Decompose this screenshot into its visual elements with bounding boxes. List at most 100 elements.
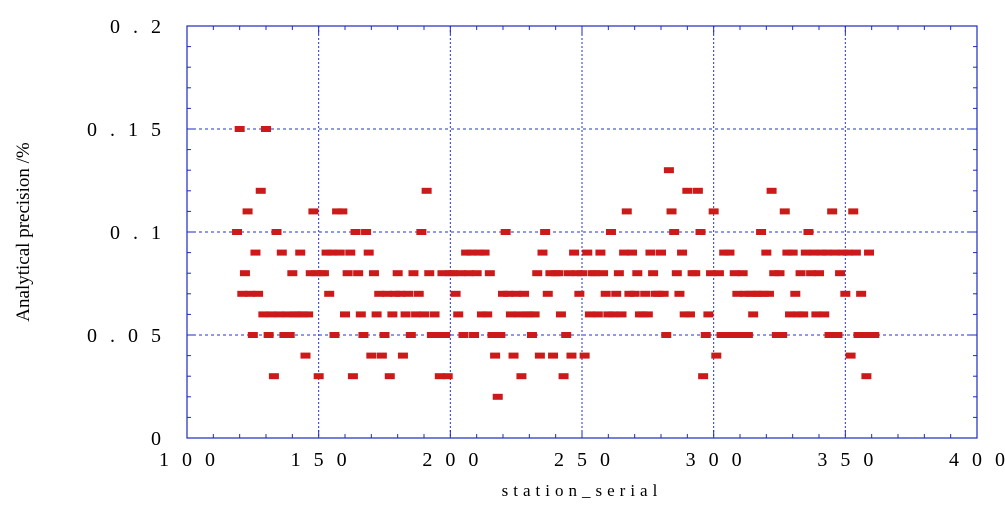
data-point xyxy=(450,290,461,297)
data-point xyxy=(729,270,740,277)
data-point xyxy=(621,208,632,215)
data-point xyxy=(524,311,535,318)
data-point xyxy=(563,270,574,277)
data-point xyxy=(858,332,869,338)
data-point xyxy=(763,290,774,297)
data-point xyxy=(508,352,519,359)
data-point xyxy=(785,311,796,318)
data-point xyxy=(600,290,611,297)
data-point xyxy=(808,249,819,256)
data-point xyxy=(374,290,385,297)
data-point xyxy=(347,373,358,380)
data-point xyxy=(455,270,466,277)
data-point xyxy=(284,332,295,338)
data-point xyxy=(671,270,682,277)
data-point xyxy=(303,311,314,318)
data-point xyxy=(861,373,872,380)
data-point xyxy=(756,229,767,235)
data-point xyxy=(629,290,640,297)
data-point xyxy=(790,290,801,297)
y-tick-label: 0 . 0 5 xyxy=(87,325,165,347)
data-point xyxy=(300,352,311,359)
data-point xyxy=(274,311,285,318)
data-point xyxy=(392,270,403,277)
data-point xyxy=(761,249,772,256)
data-point xyxy=(416,229,427,235)
data-point xyxy=(311,270,322,277)
data-point xyxy=(237,290,248,297)
data-point xyxy=(540,229,551,235)
data-point xyxy=(255,187,266,194)
data-point xyxy=(403,290,414,297)
data-point xyxy=(745,290,756,297)
data-point xyxy=(771,332,782,338)
data-point xyxy=(605,229,616,235)
x-tick-label: 3 5 0 xyxy=(817,449,877,471)
data-point xyxy=(555,311,566,318)
data-point xyxy=(832,332,843,338)
data-point xyxy=(558,373,569,380)
data-point xyxy=(340,311,350,318)
y-tick-label: 0 . 1 5 xyxy=(87,119,165,141)
data-point xyxy=(624,290,635,297)
data-point xyxy=(516,373,527,380)
data-point xyxy=(806,270,817,277)
data-point xyxy=(864,249,875,256)
data-point xyxy=(545,270,556,277)
data-point xyxy=(642,311,653,318)
data-point xyxy=(242,208,253,215)
data-point xyxy=(350,229,361,235)
data-point xyxy=(519,290,530,297)
data-point xyxy=(263,332,274,338)
data-point xyxy=(837,249,848,256)
data-point xyxy=(245,290,256,297)
data-point xyxy=(390,290,401,297)
data-point xyxy=(397,352,408,359)
data-point xyxy=(566,352,577,359)
data-point xyxy=(513,311,524,318)
data-point xyxy=(677,249,688,256)
data-point xyxy=(239,270,250,277)
data-point xyxy=(424,270,435,277)
data-point xyxy=(469,332,480,338)
data-point xyxy=(482,311,493,318)
data-point xyxy=(271,229,282,235)
y-tick-label: 0 . 1 xyxy=(110,222,165,244)
data-point xyxy=(479,249,490,256)
data-point xyxy=(640,290,651,297)
data-point xyxy=(358,332,369,338)
x-axis-title: station_serial xyxy=(502,481,663,500)
x-tick-label: 4 0 0 xyxy=(949,449,1005,471)
data-point xyxy=(461,249,472,256)
axis-ticks xyxy=(186,25,978,439)
data-point xyxy=(577,270,587,277)
data-point xyxy=(361,229,372,235)
data-point xyxy=(719,249,730,256)
data-point xyxy=(429,311,440,318)
y-tick-labels: 0 0 . 0 5 0 . 1 0 . 1 5 0 . 2 xyxy=(87,16,165,450)
data-point xyxy=(727,332,738,338)
data-point xyxy=(582,249,593,256)
data-point xyxy=(353,270,364,277)
data-point xyxy=(282,311,293,318)
data-point xyxy=(561,332,572,338)
data-point xyxy=(437,270,448,277)
data-point xyxy=(474,249,485,256)
data-point xyxy=(484,270,495,277)
data-point xyxy=(297,311,308,318)
data-point xyxy=(711,352,722,359)
data-point xyxy=(548,352,559,359)
data-point xyxy=(268,373,279,380)
data-point xyxy=(287,270,298,277)
data-point xyxy=(740,290,751,297)
data-point xyxy=(611,290,622,297)
data-point xyxy=(342,270,353,277)
data-point xyxy=(721,332,732,338)
data-point xyxy=(835,270,846,277)
data-point xyxy=(632,270,643,277)
data-point xyxy=(500,229,511,235)
data-point xyxy=(379,332,390,338)
data-point xyxy=(814,270,824,277)
y-tick-label: 0 . 2 xyxy=(110,16,165,38)
data-point xyxy=(337,208,348,215)
